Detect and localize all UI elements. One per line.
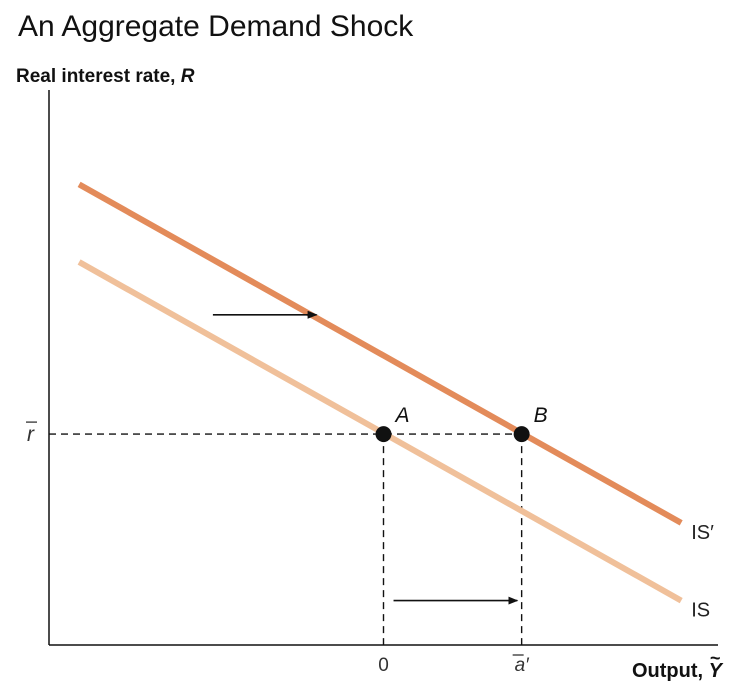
x-axis-label-tilde: ~ bbox=[709, 648, 721, 668]
series-line-is-prime bbox=[77, 181, 683, 526]
y-tick-label-r: r bbox=[27, 423, 35, 446]
y-axis-label: Real interest rate, R bbox=[16, 66, 194, 88]
x-axis-label-variable: Y ~ bbox=[708, 648, 722, 683]
x-axis-label-text: Output, bbox=[632, 660, 704, 682]
point-label-b: B bbox=[534, 404, 548, 427]
chart-title: An Aggregate Demand Shock bbox=[18, 10, 414, 43]
point-label-a: A bbox=[394, 404, 410, 427]
y-axis-label-variable: R bbox=[180, 66, 195, 87]
x-axis-label-variable-letter: Y bbox=[708, 660, 722, 682]
point-b bbox=[513, 426, 530, 443]
series-label-is-prime: IS′ bbox=[691, 522, 714, 544]
x-tick-label-0: 0 bbox=[378, 655, 389, 676]
x-axis-label: Output, Y ~ bbox=[632, 648, 722, 683]
x-tick-label-a-prime: a′ bbox=[515, 655, 531, 676]
point-a bbox=[375, 426, 392, 443]
series-label-is: IS bbox=[691, 600, 710, 622]
y-axis-label-text: Real interest rate, bbox=[16, 66, 176, 87]
